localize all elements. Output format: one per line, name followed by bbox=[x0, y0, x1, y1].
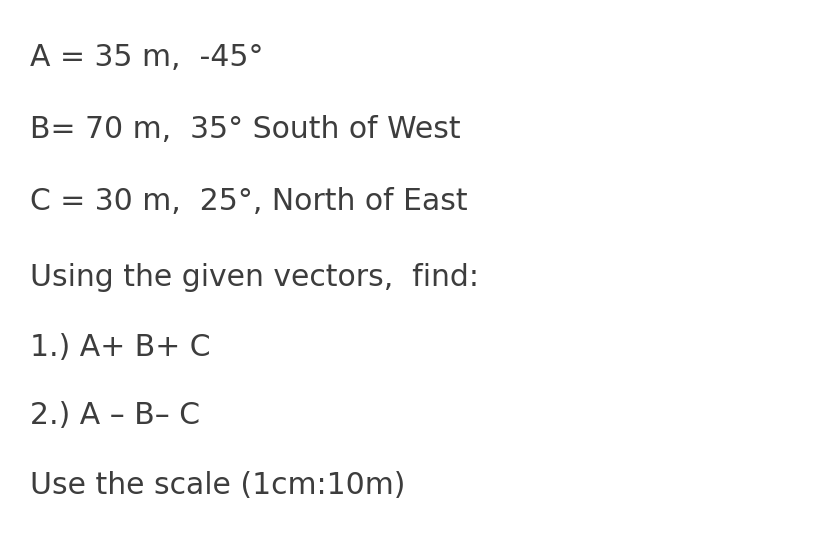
Text: Using the given vectors,  find:: Using the given vectors, find: bbox=[30, 263, 479, 292]
Text: 1.) A+ B+ C: 1.) A+ B+ C bbox=[30, 333, 210, 362]
Text: A = 35 m,  -45°: A = 35 m, -45° bbox=[30, 43, 263, 72]
Text: 2.) A – B– C: 2.) A – B– C bbox=[30, 400, 200, 429]
Text: B= 70 m,  35° South of West: B= 70 m, 35° South of West bbox=[30, 114, 460, 143]
Text: C = 30 m,  25°, North of East: C = 30 m, 25°, North of East bbox=[30, 187, 467, 216]
Text: Use the scale (1cm:10m): Use the scale (1cm:10m) bbox=[30, 470, 405, 499]
